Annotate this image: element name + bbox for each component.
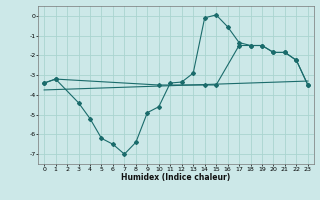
X-axis label: Humidex (Indice chaleur): Humidex (Indice chaleur) bbox=[121, 173, 231, 182]
